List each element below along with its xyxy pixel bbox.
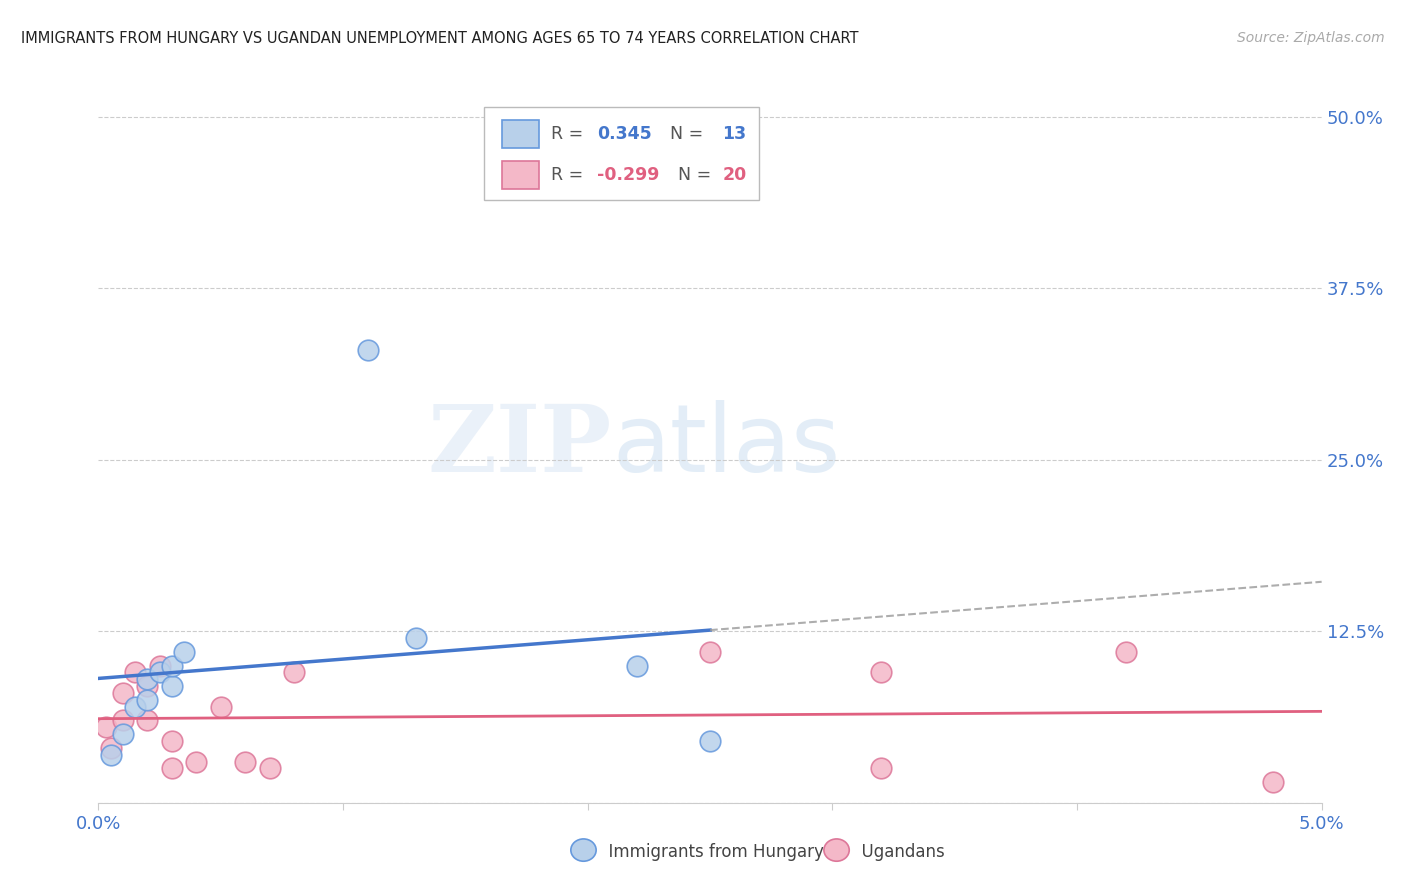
Text: N =: N = — [668, 166, 717, 184]
Point — [233, 755, 256, 769]
Point — [405, 631, 427, 645]
Point — [136, 693, 159, 707]
Text: 13: 13 — [723, 125, 747, 143]
Point — [149, 658, 172, 673]
Text: R =: R = — [551, 166, 589, 184]
FancyBboxPatch shape — [502, 120, 538, 148]
Point — [160, 734, 183, 748]
Point — [124, 665, 146, 680]
Point — [626, 658, 648, 673]
Point — [699, 734, 721, 748]
Text: ZIP: ZIP — [427, 401, 612, 491]
FancyBboxPatch shape — [484, 107, 759, 200]
Point — [186, 755, 208, 769]
Text: Ugandans: Ugandans — [851, 843, 945, 861]
Point — [283, 665, 305, 680]
Point — [259, 762, 281, 776]
Text: N =: N = — [658, 125, 709, 143]
Point — [160, 679, 183, 693]
Point — [111, 714, 134, 728]
Text: -0.299: -0.299 — [598, 166, 659, 184]
Point — [136, 673, 159, 687]
Point — [870, 762, 893, 776]
Point — [356, 343, 378, 357]
Point — [160, 762, 183, 776]
Point — [111, 727, 134, 741]
Text: Source: ZipAtlas.com: Source: ZipAtlas.com — [1237, 31, 1385, 45]
Text: IMMIGRANTS FROM HUNGARY VS UGANDAN UNEMPLOYMENT AMONG AGES 65 TO 74 YEARS CORREL: IMMIGRANTS FROM HUNGARY VS UGANDAN UNEMP… — [21, 31, 859, 46]
Point — [149, 665, 172, 680]
Text: atlas: atlas — [612, 400, 841, 492]
Point — [209, 699, 232, 714]
Text: R =: R = — [551, 125, 589, 143]
Point — [100, 740, 122, 755]
Text: Immigrants from Hungary: Immigrants from Hungary — [598, 843, 824, 861]
Point — [160, 658, 183, 673]
Point — [100, 747, 122, 762]
Text: 0.345: 0.345 — [598, 125, 652, 143]
Point — [136, 679, 159, 693]
Point — [94, 720, 117, 734]
Point — [1261, 775, 1284, 789]
Point — [1115, 645, 1137, 659]
Point — [124, 699, 146, 714]
Text: 20: 20 — [723, 166, 747, 184]
Point — [173, 645, 195, 659]
Point — [870, 665, 893, 680]
FancyBboxPatch shape — [502, 161, 538, 189]
Point — [111, 686, 134, 700]
Point — [699, 645, 721, 659]
Point — [136, 714, 159, 728]
